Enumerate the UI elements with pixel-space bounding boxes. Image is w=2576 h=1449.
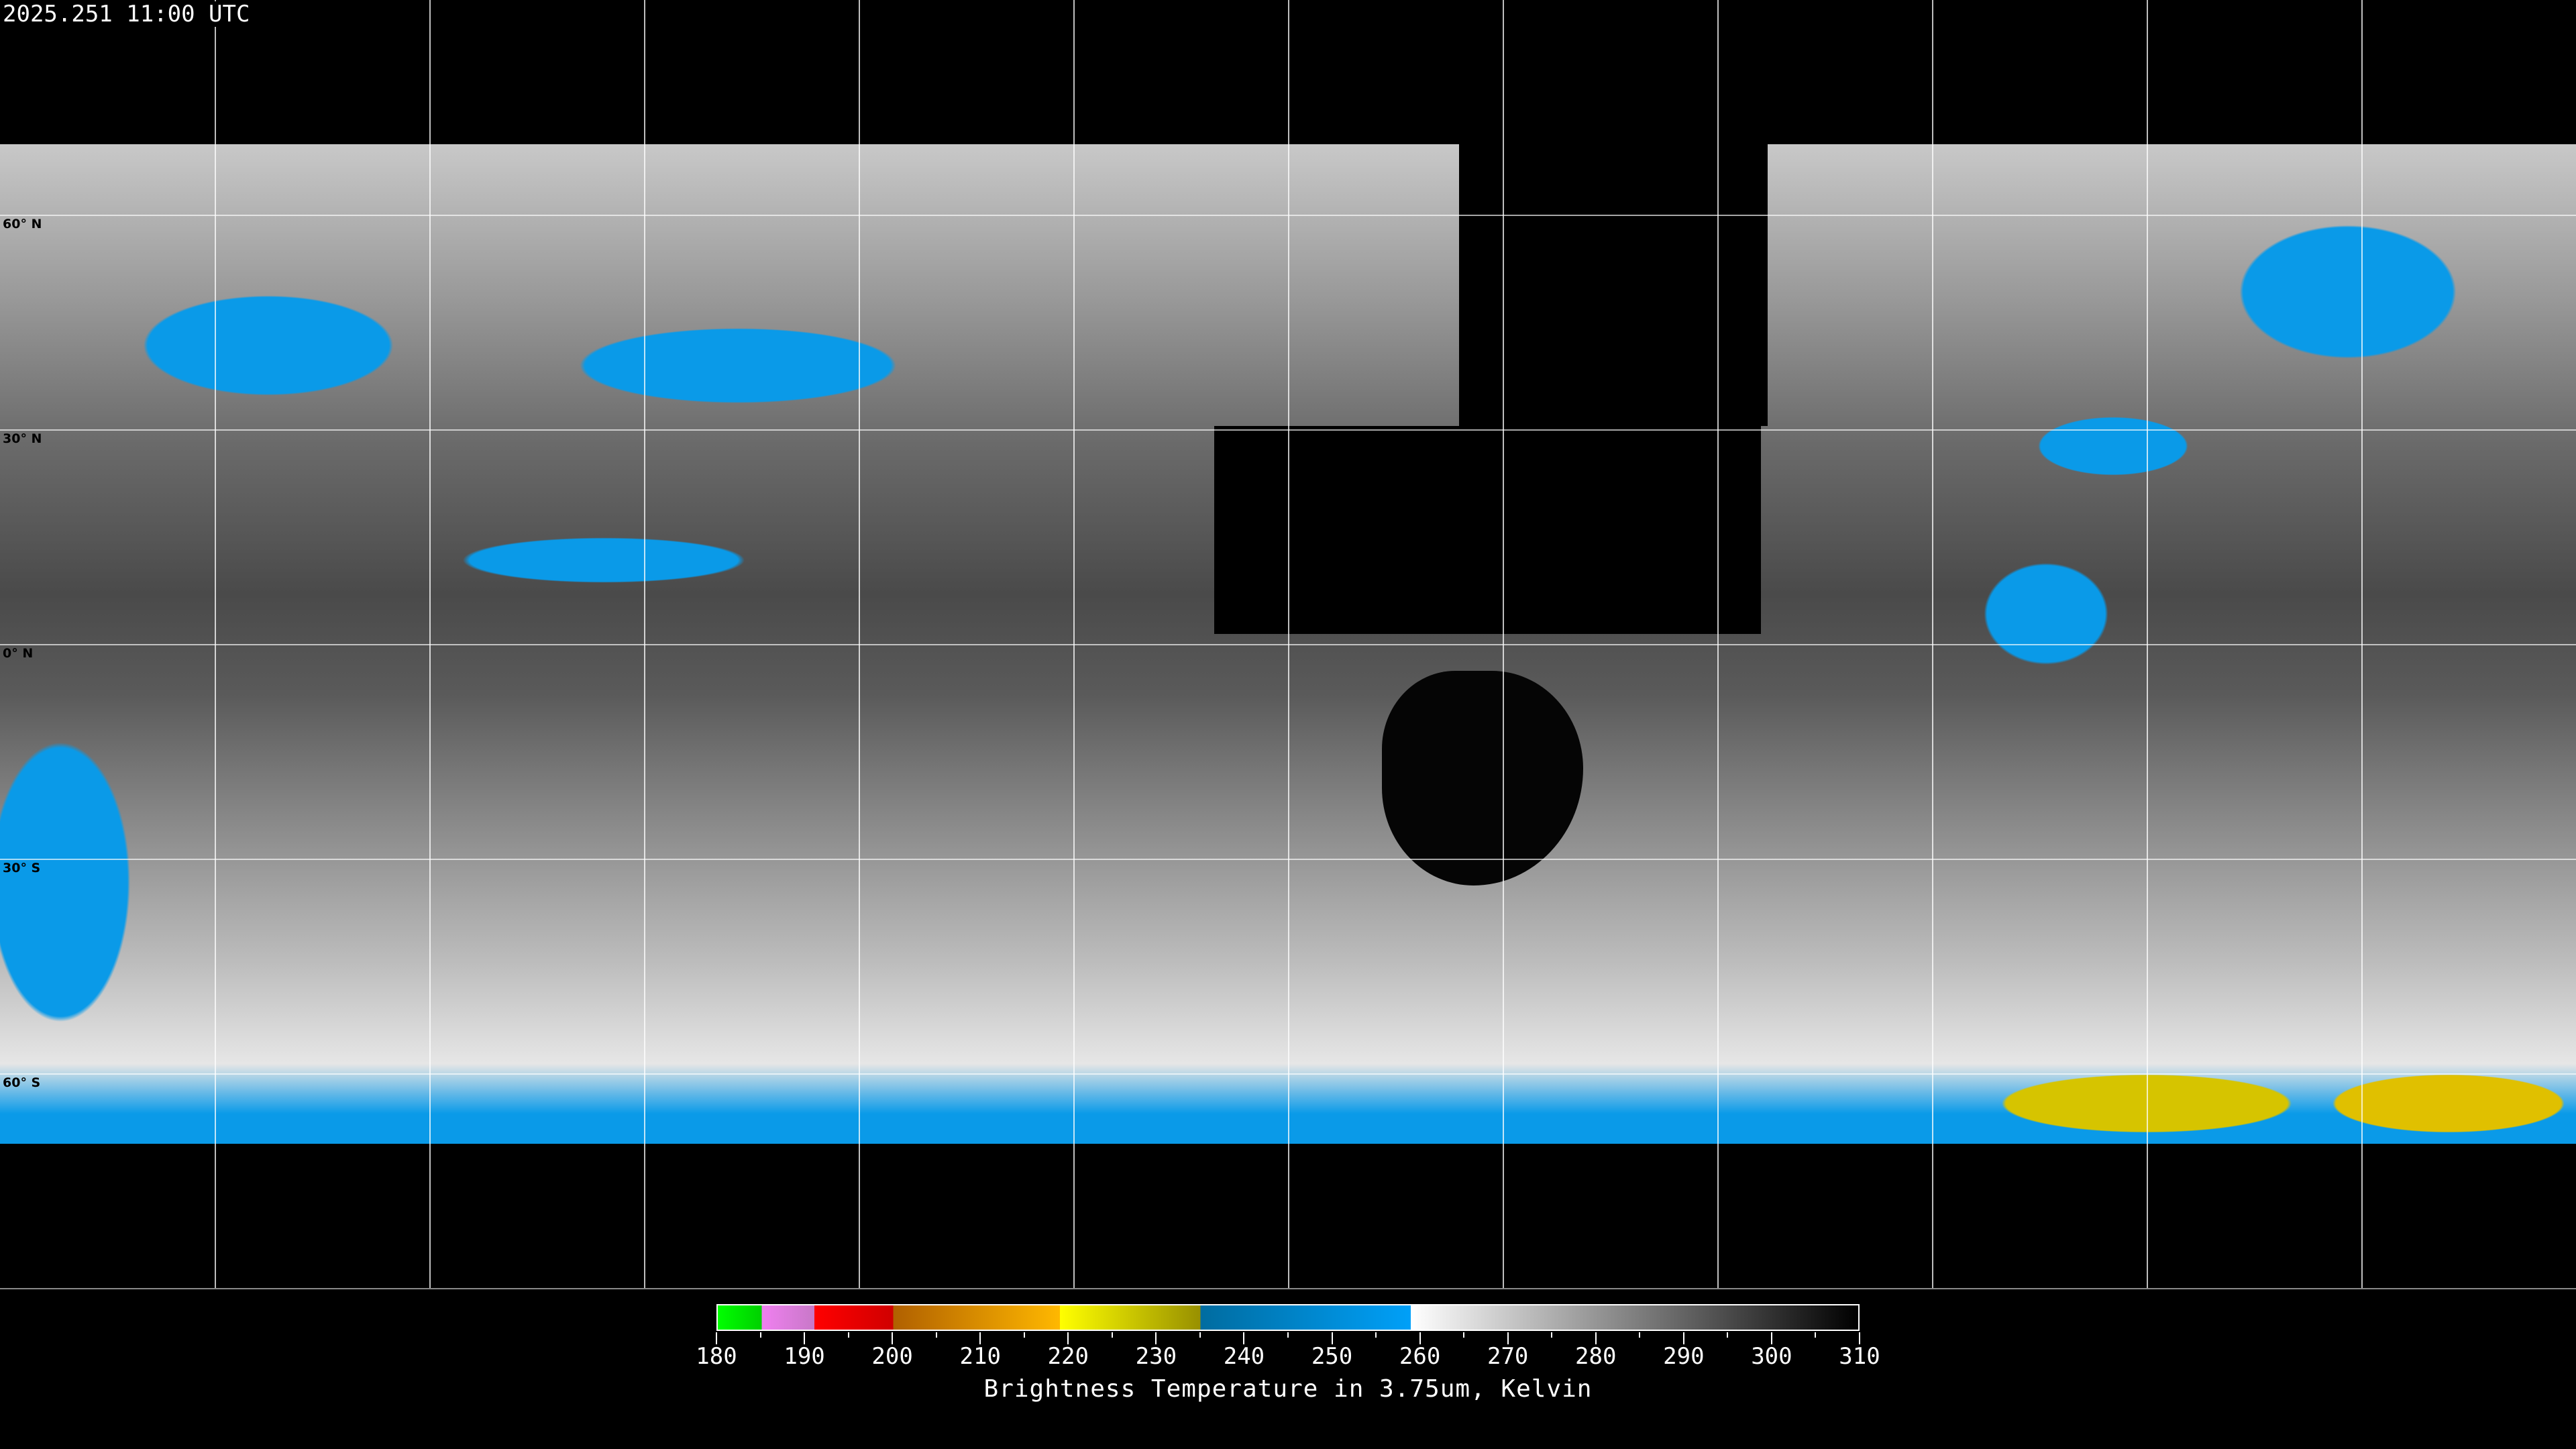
colorbar-tick [1639, 1332, 1641, 1338]
colorbar-tick [1551, 1332, 1553, 1338]
colorbar-tick [979, 1332, 981, 1344]
colorbar-tick [759, 1332, 761, 1338]
colorbar-tick [1595, 1332, 1597, 1344]
colorbar-tick [1023, 1332, 1025, 1338]
latitude-line [0, 215, 2576, 216]
colorbar-tick-label: 300 [1751, 1343, 1792, 1370]
colorbar-tick [935, 1332, 937, 1338]
colorbar-tick-label: 180 [696, 1343, 737, 1370]
colorbar-tick [1727, 1332, 1729, 1338]
timestamp-title: 2025.251 11:00 UTC [3, 1, 250, 28]
colorbar-tick [1815, 1332, 1817, 1338]
colorbar-tick-label: 190 [784, 1343, 825, 1370]
colorbar-tick-label: 250 [1311, 1343, 1353, 1370]
latitude-line [0, 644, 2576, 645]
lat-label-0n: 0° N [3, 646, 34, 661]
colorbar [716, 1304, 1860, 1331]
lat-label-30s: 30° S [3, 861, 41, 875]
colorbar-tick [1463, 1332, 1465, 1338]
latitude-line [0, 859, 2576, 860]
colorbar-tick [1859, 1332, 1860, 1344]
colorbar-tick-label: 270 [1487, 1343, 1529, 1370]
satellite-map: 60° N 30° N 0° N 30° S 60° S [0, 0, 2576, 1289]
colorbar-tick [804, 1332, 806, 1344]
colorbar-tick-label: 220 [1047, 1343, 1089, 1370]
colorbar-tick-label: 210 [959, 1343, 1001, 1370]
africa-landmass [1382, 671, 1583, 885]
colorbar-tick [1155, 1332, 1157, 1344]
colorbar-tick [1243, 1332, 1245, 1344]
colorbar-tick [1507, 1332, 1509, 1344]
colorbar-tick-label: 260 [1399, 1343, 1441, 1370]
colorbar-tick [1682, 1332, 1684, 1344]
colorbar-tick [1375, 1332, 1377, 1338]
colorbar-tick-label: 230 [1135, 1343, 1177, 1370]
colorbar-tick [1770, 1332, 1772, 1344]
lat-label-60s: 60° S [3, 1075, 41, 1090]
colorbar-tick-label: 200 [871, 1343, 913, 1370]
no-data-region [1214, 426, 1761, 634]
colorbar-tick [847, 1332, 849, 1338]
colorbar-tick-label: 310 [1839, 1343, 1880, 1370]
colorbar-tick [1067, 1332, 1069, 1344]
no-data-region [1459, 144, 1768, 426]
colorbar-title: Brightness Temperature in 3.75um, Kelvin [983, 1375, 1593, 1403]
colorbar-tick [892, 1332, 894, 1344]
colorbar-tick [716, 1332, 717, 1344]
latitude-line [0, 1073, 2576, 1075]
colorbar-tick-label: 280 [1575, 1343, 1617, 1370]
colorbar-tick [1199, 1332, 1201, 1338]
colorbar-tick [1111, 1332, 1113, 1338]
colorbar-tick-label: 290 [1663, 1343, 1705, 1370]
colorbar-tick-label: 240 [1223, 1343, 1265, 1370]
colorbar-tick [1287, 1332, 1289, 1338]
lat-label-30n: 30° N [3, 431, 42, 446]
colorbar-tick [1331, 1332, 1333, 1344]
latitude-line [0, 429, 2576, 431]
lat-label-60n: 60° N [3, 217, 42, 231]
colorbar-tick [1419, 1332, 1421, 1344]
